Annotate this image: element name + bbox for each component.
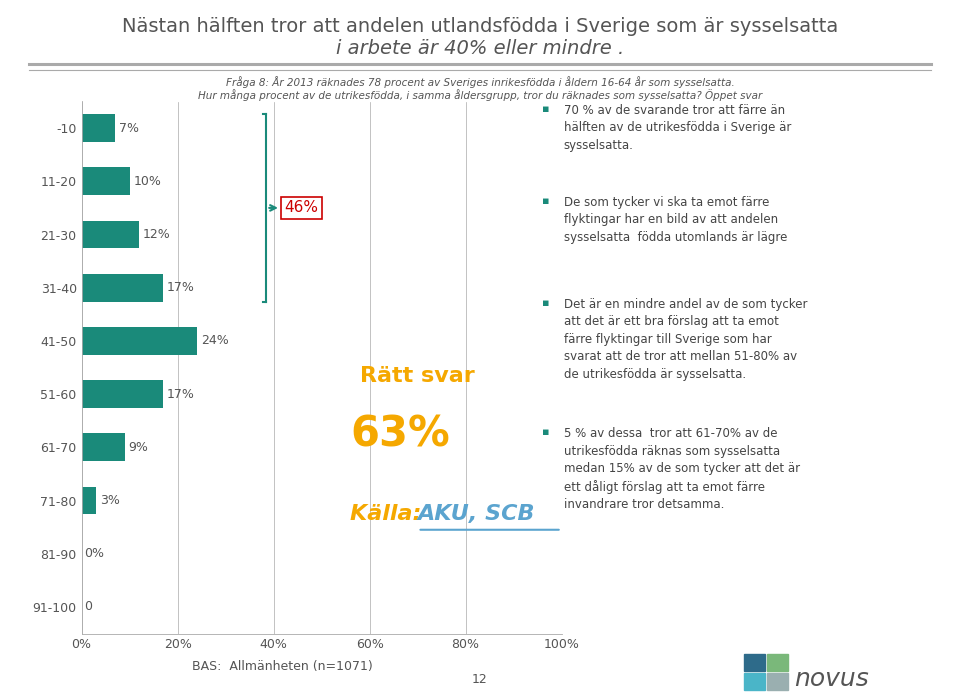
- Text: Rätt svar: Rätt svar: [360, 366, 475, 386]
- Text: novus: novus: [794, 667, 869, 692]
- Text: Fråga 8: År 2013 räknades 78 procent av Sveriges inrikesfödda i åldern 16-64 år : Fråga 8: År 2013 räknades 78 procent av …: [226, 76, 734, 88]
- Text: 24%: 24%: [201, 335, 228, 347]
- Text: 46%: 46%: [284, 200, 319, 216]
- Bar: [82, 274, 163, 302]
- Text: 3%: 3%: [100, 494, 120, 507]
- Text: 7%: 7%: [119, 122, 139, 134]
- Text: 70 % av de svarande tror att färre än
hälften av de utrikesfödda i Sverige är
sy: 70 % av de svarande tror att färre än hä…: [564, 104, 791, 152]
- Text: 0%: 0%: [84, 547, 104, 560]
- Text: 17%: 17%: [167, 388, 195, 400]
- Text: Det är en mindre andel av de som tycker
att det är ett bra förslag att ta emot
f: Det är en mindre andel av de som tycker …: [564, 298, 807, 381]
- Bar: [744, 654, 765, 671]
- Bar: [82, 114, 115, 142]
- Text: ▪: ▪: [542, 104, 550, 113]
- Text: 63%: 63%: [350, 413, 450, 455]
- Bar: [767, 673, 788, 690]
- Text: 17%: 17%: [167, 281, 195, 294]
- Text: AKU, SCB: AKU, SCB: [418, 505, 535, 524]
- Text: i arbete är 40% eller mindre .: i arbete är 40% eller mindre .: [336, 38, 624, 57]
- Text: ▪: ▪: [542, 298, 550, 307]
- Bar: [82, 380, 163, 408]
- Bar: [82, 220, 139, 248]
- Bar: [82, 167, 130, 195]
- Bar: [744, 673, 765, 690]
- Text: 12: 12: [472, 673, 488, 686]
- Text: 5 % av dessa  tror att 61-70% av de
utrikesfödda räknas som sysselsatta
medan 15: 5 % av dessa tror att 61-70% av de utrik…: [564, 427, 800, 512]
- Text: BAS:  Allmänheten (n=1071): BAS: Allmänheten (n=1071): [192, 660, 372, 673]
- Text: ▪: ▪: [542, 427, 550, 437]
- Text: Nästan hälften tror att andelen utlandsfödda i Sverige som är sysselsatta: Nästan hälften tror att andelen utlandsf…: [122, 18, 838, 36]
- Text: 12%: 12%: [143, 228, 171, 241]
- Bar: [767, 654, 788, 671]
- Text: De som tycker vi ska ta emot färre
flyktingar har en bild av att andelen
syssels: De som tycker vi ska ta emot färre flykt…: [564, 196, 787, 244]
- Text: 9%: 9%: [129, 441, 149, 454]
- Bar: [82, 433, 125, 461]
- Text: Källa:: Källa:: [350, 505, 429, 524]
- Text: ▪: ▪: [542, 196, 550, 206]
- Bar: [82, 327, 197, 355]
- Text: 10%: 10%: [133, 175, 161, 188]
- Text: Hur många procent av de utrikesfödda, i samma åldersgrupp, tror du räknades som : Hur många procent av de utrikesfödda, i …: [198, 89, 762, 101]
- Text: 0: 0: [84, 601, 92, 613]
- Bar: [82, 486, 96, 514]
